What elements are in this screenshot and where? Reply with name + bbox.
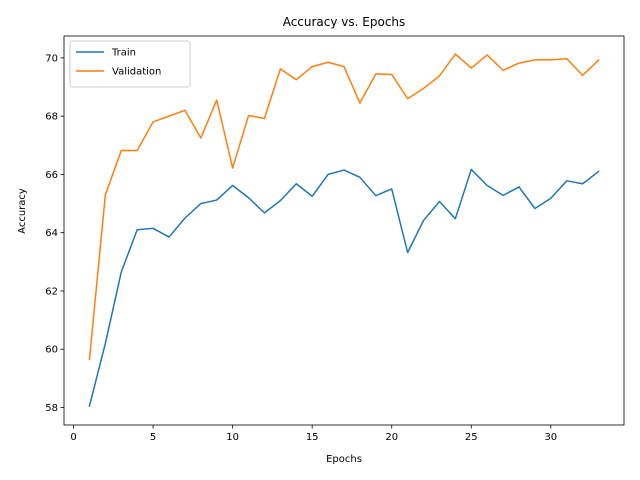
y-tick-label: 68 [45, 112, 58, 123]
legend-label-validation: Validation [112, 67, 161, 78]
y-tick-label: 62 [45, 286, 58, 297]
y-tick-label: 60 [45, 345, 58, 356]
y-tick-label: 66 [45, 170, 58, 181]
x-tick-label: 25 [465, 432, 478, 443]
x-tick-label: 15 [306, 432, 319, 443]
plot-area: 0 5 10 15 20 25 30 58 60 62 64 66 68 70 [45, 35, 625, 443]
axes-frame [63, 35, 625, 426]
legend-label-train: Train [111, 48, 136, 59]
x-axis-label: Epochs [326, 454, 362, 465]
legend: Train Validation [69, 40, 191, 88]
y-tick-label: 58 [45, 403, 58, 414]
y-axis-label: Accuracy [17, 188, 28, 234]
x-tick-label: 20 [385, 432, 398, 443]
series-line-train [88, 168, 600, 407]
x-tick-label: 5 [150, 432, 156, 443]
x-tick-label: 0 [70, 432, 76, 443]
x-tick-label: 30 [544, 432, 557, 443]
y-tick-label: 64 [45, 228, 58, 239]
chart-title: Accuracy vs. Epochs [283, 15, 406, 29]
y-tick-label: 70 [45, 53, 58, 64]
series-line-validation [88, 53, 600, 361]
x-tick-label: 10 [226, 432, 239, 443]
